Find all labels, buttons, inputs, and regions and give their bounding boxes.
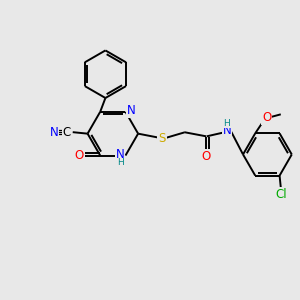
Text: Cl: Cl — [275, 188, 287, 201]
Text: N: N — [223, 124, 232, 137]
Text: O: O — [202, 150, 211, 163]
Text: O: O — [75, 149, 84, 162]
Text: H: H — [117, 158, 124, 167]
Text: C: C — [63, 126, 71, 139]
Text: S: S — [158, 132, 166, 145]
Text: H: H — [223, 119, 230, 128]
Text: N: N — [50, 126, 59, 139]
Text: N: N — [127, 104, 135, 117]
Text: N: N — [116, 148, 124, 160]
Text: O: O — [262, 111, 271, 124]
